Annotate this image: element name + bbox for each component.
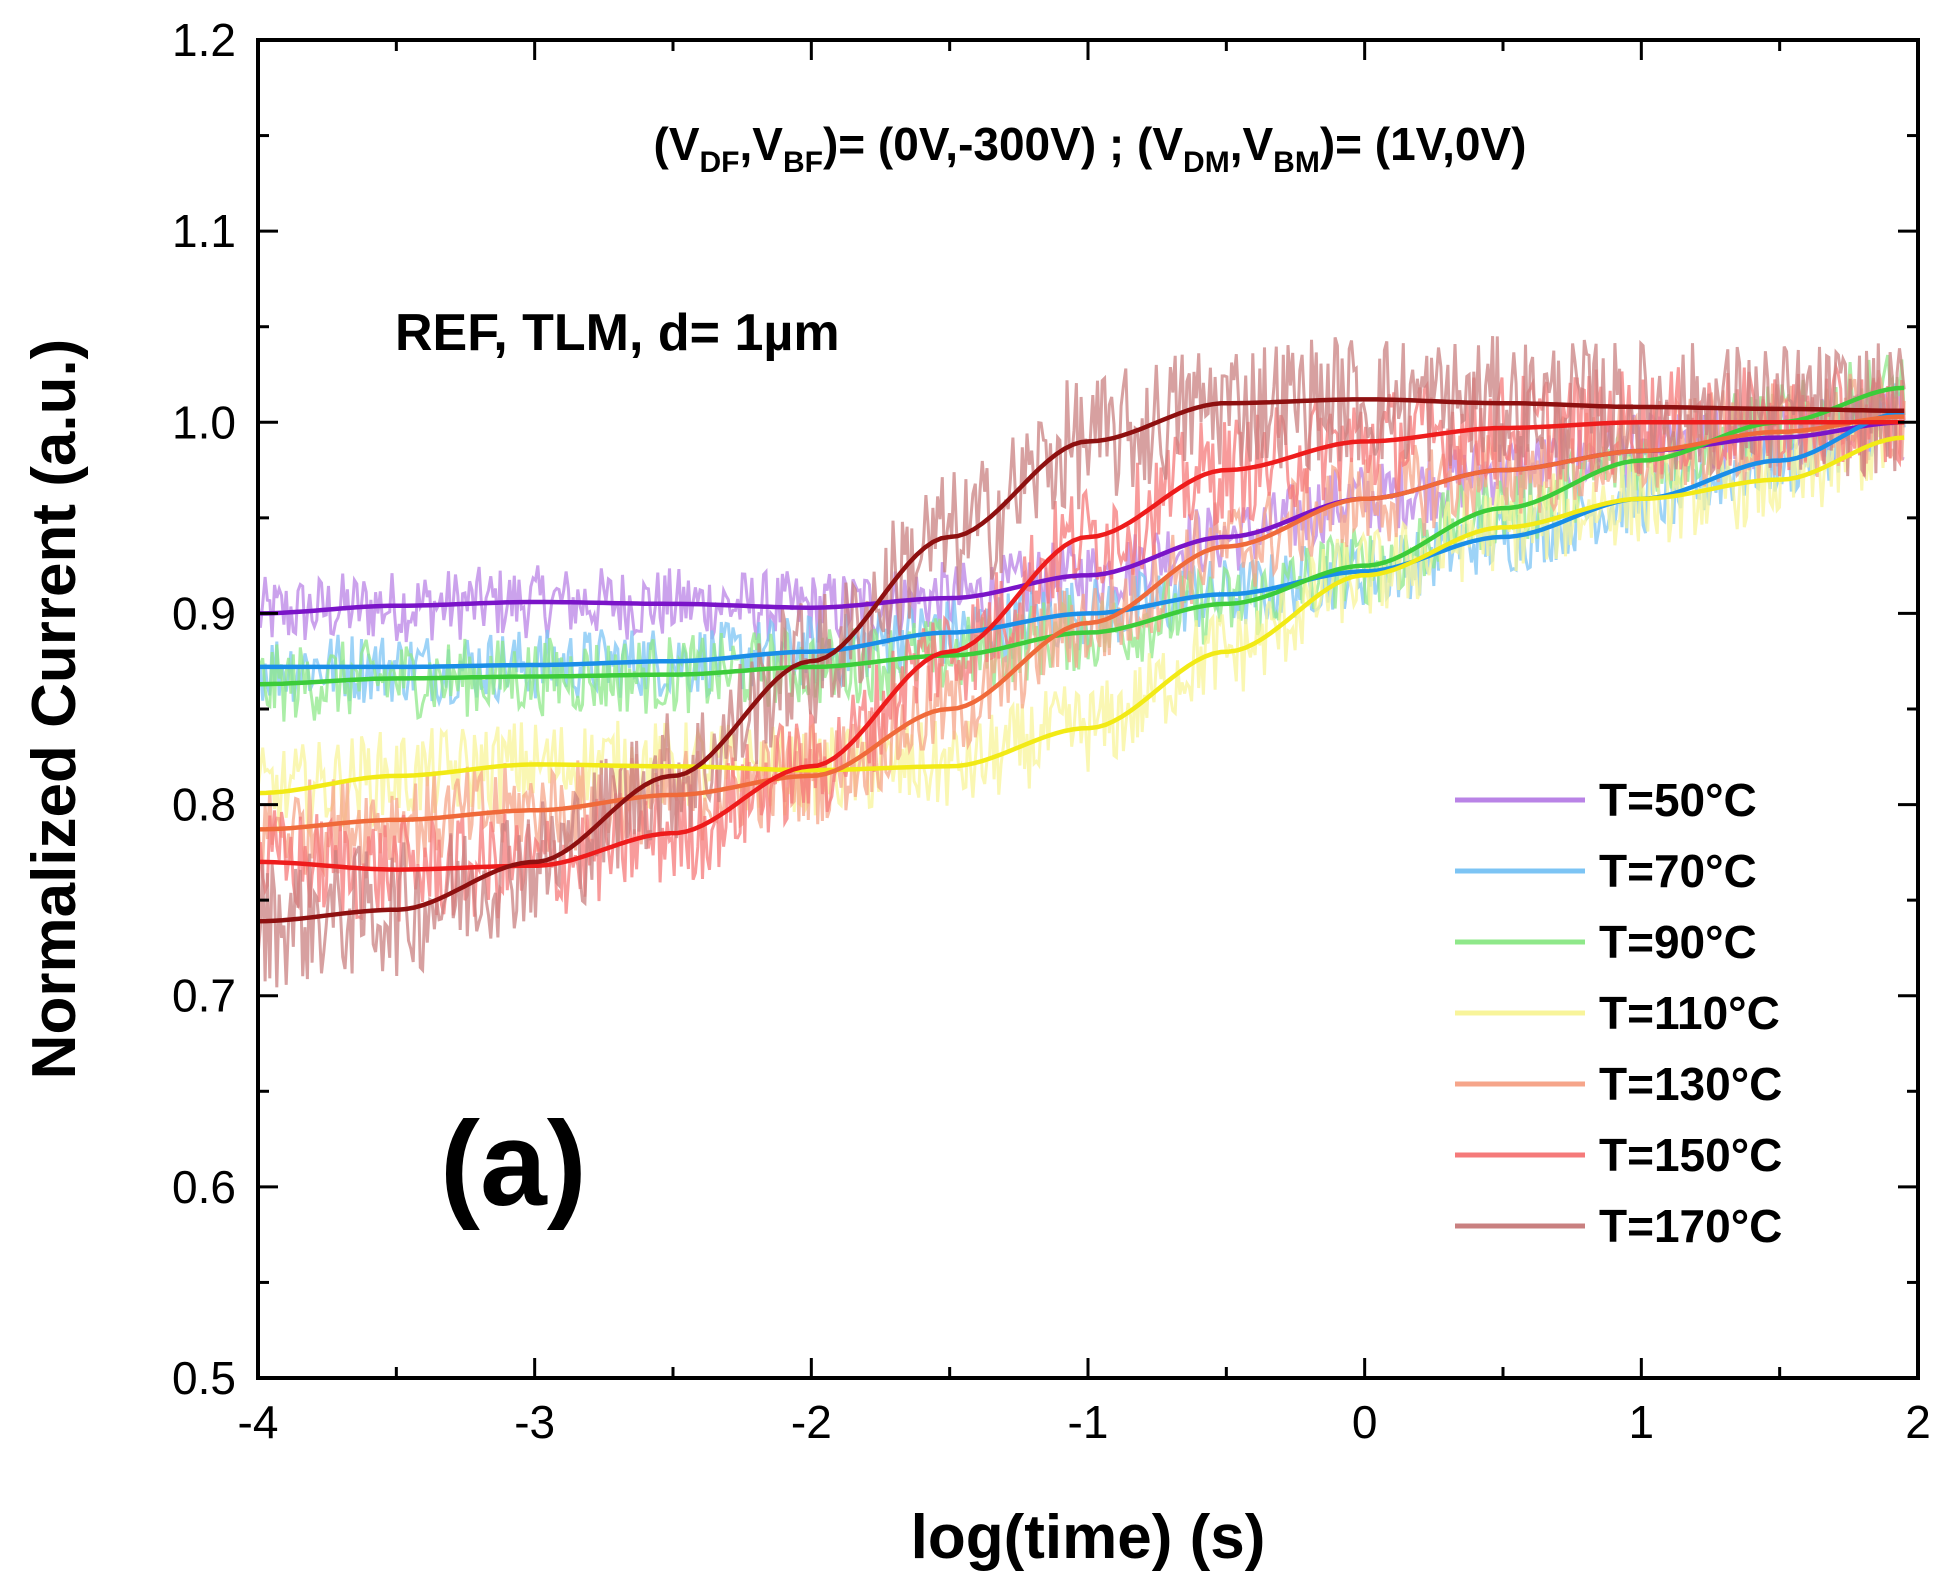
sample-annotation: REF, TLM, d= 1µm [395,304,840,362]
raw-trace-4 [256,398,1906,839]
fit-curve-4 [257,435,1905,796]
y-tick-label: 1.1 [172,205,236,257]
axis-ticks: -4 -3 -2 -1 0 1 2 0.5 0.6 0.7 0.8 0.9 1.0 1.1 1.2 [172,14,1931,1448]
x-tick-label: -4 [238,1396,279,1448]
y-tick-label: 1.2 [172,14,236,66]
legend-label: T=50°C [1599,774,1757,826]
legend-label: T=70°C [1599,845,1757,897]
y-tick-label: 0.9 [172,587,236,639]
y-tick-label: 0.8 [172,779,236,831]
fit-curve-3 [257,385,1905,687]
x-tick-label: 0 [1352,1396,1378,1448]
legend-label: T=150°C [1599,1129,1782,1181]
x-axis-title: log(time) (s) [911,1503,1266,1572]
panel-label: (a) [440,1097,587,1231]
fit-curve-layer [257,385,1905,924]
y-tick-label: 1.0 [172,396,236,448]
legend-label: T=90°C [1599,916,1757,968]
fit-curve-5 [257,414,1905,832]
y-tick-label: 0.7 [172,970,236,1022]
conditions-annotation: (VDF,VBF)= (0V,-300V) ; (VDM,VBM)= (1V,0… [654,118,1527,179]
x-tick-label: -2 [791,1396,832,1448]
legend-label: T=170°C [1599,1200,1782,1252]
x-tick-label: -1 [1068,1396,1109,1448]
y-tick-label: 0.5 [172,1352,236,1404]
legend: T=50°C T=70°C T=90°C T=110°C T=130°C T=150°C T… [1455,774,1782,1252]
y-tick-label: 0.6 [172,1161,236,1213]
legend-label: T=130°C [1599,1058,1782,1110]
fit-curve-7 [257,397,1905,924]
x-tick-label: 2 [1905,1396,1931,1448]
x-tick-label: 1 [1629,1396,1655,1448]
legend-label: T=110°C [1599,987,1780,1039]
x-tick-label: -3 [514,1396,555,1448]
fit-curve-6 [257,420,1905,872]
y-axis-title: Normalized Current (a.u.) [20,339,89,1080]
